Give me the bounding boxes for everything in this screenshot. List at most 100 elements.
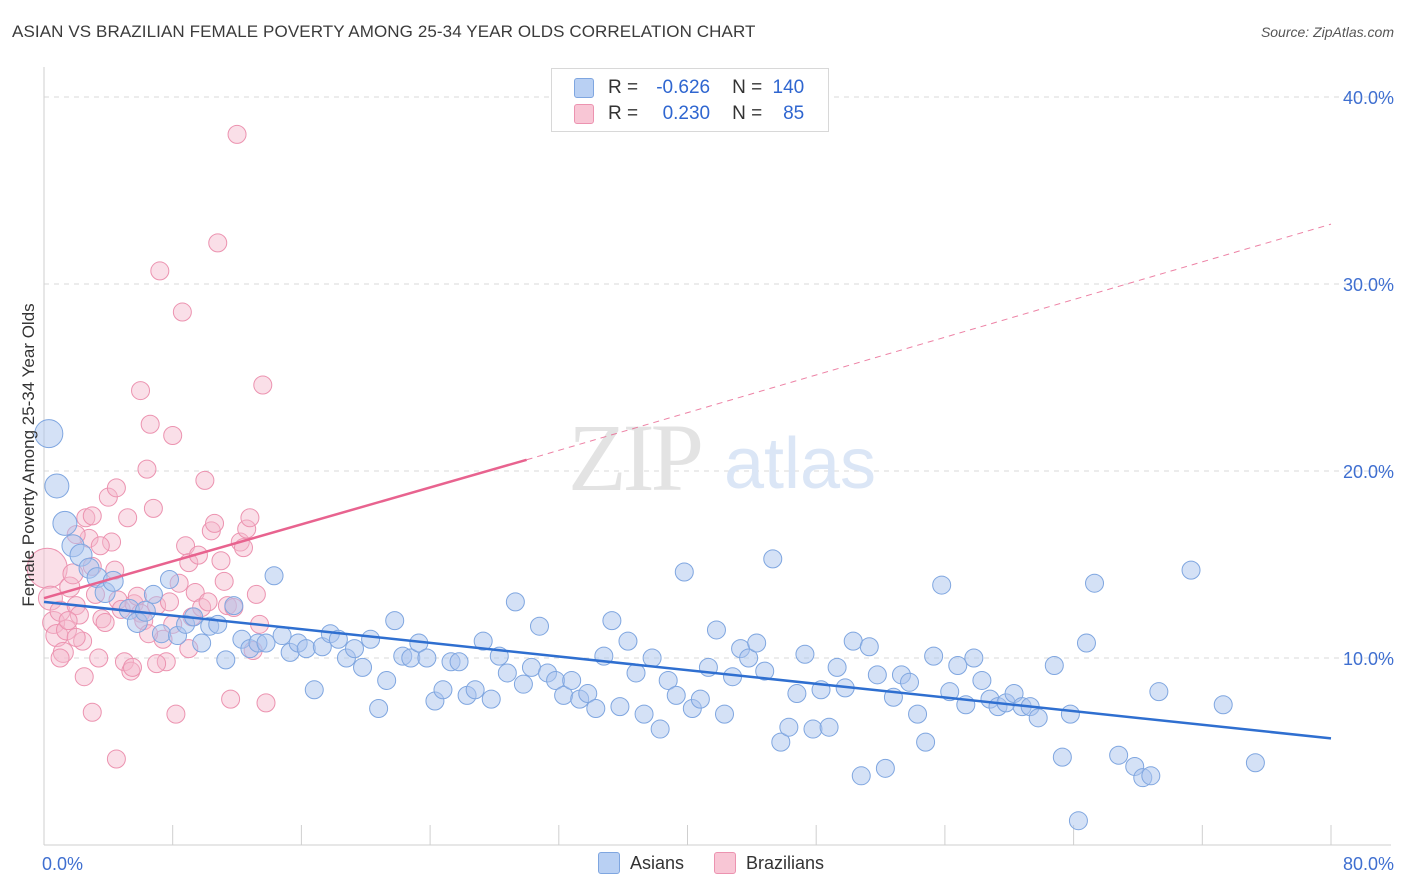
brazilian-point	[26, 547, 68, 589]
brazilian-point	[131, 381, 151, 401]
asian-point	[151, 624, 171, 644]
brazilian-point	[208, 233, 228, 253]
asian-point	[972, 670, 992, 690]
asian-point	[256, 633, 276, 653]
asian-point	[1141, 766, 1161, 786]
brazilian-point	[246, 584, 266, 604]
asian-point	[562, 670, 582, 690]
asian-point	[344, 639, 364, 659]
brazilian-point	[82, 506, 102, 526]
asian-point	[529, 616, 549, 636]
asian-point	[1109, 745, 1129, 765]
brazilian-point	[166, 704, 186, 724]
r-label: R =	[608, 103, 639, 124]
asian-trend-line	[43, 600, 1332, 740]
asian-swatch	[598, 852, 620, 874]
brazilian-point	[118, 508, 138, 528]
asian-point	[908, 704, 928, 724]
asian-point	[610, 697, 630, 717]
watermark: ZIP atlas	[568, 404, 876, 511]
asian-point	[1149, 682, 1169, 702]
asian-point	[650, 719, 670, 739]
r-value-brazilians: 0.230	[662, 103, 711, 124]
asian-point	[1044, 655, 1064, 675]
asian-point	[473, 631, 493, 651]
asian-point	[755, 661, 775, 681]
asian-point	[208, 614, 228, 634]
brazilian-point	[227, 124, 247, 144]
asian-point	[34, 419, 64, 449]
asian-point	[417, 648, 437, 668]
brazilian-point	[159, 592, 179, 612]
brazilian-point	[176, 536, 196, 556]
brazilian-point	[195, 470, 215, 490]
brazilian-point	[45, 624, 69, 648]
asian-point	[819, 717, 839, 737]
brazilian-point	[73, 631, 93, 651]
asian-point	[803, 719, 823, 739]
asian-point	[867, 665, 887, 685]
brazilian-trend-extension	[526, 223, 1332, 461]
asian-point	[586, 698, 606, 718]
brazilian-point	[42, 610, 66, 634]
asian-point	[964, 648, 984, 668]
y-tick-label: 10.0%	[1343, 649, 1394, 669]
asian-point	[449, 652, 469, 672]
legend-item-asians[interactable]: Asians	[598, 852, 684, 874]
asian-point	[192, 633, 212, 653]
brazilian-point	[172, 302, 192, 322]
asian-point	[1052, 747, 1072, 767]
brazilian-point	[74, 667, 94, 687]
n-value-asians: 140	[772, 77, 805, 98]
legend-row-asians: R = -0.626 N = 140	[574, 75, 804, 101]
brazilian-point	[237, 519, 257, 539]
asian-point	[602, 611, 622, 631]
legend-row-brazilians: R = 0.230 N = 85	[574, 101, 804, 127]
asian-point	[843, 631, 863, 651]
correlation-legend: R = -0.626 N = 140 R = 0.230 N = 85	[551, 68, 829, 132]
brazilian-point	[143, 498, 163, 518]
y-tick-label: 30.0%	[1343, 275, 1394, 295]
brazil-swatch	[574, 104, 594, 124]
x-tick-label: 80.0%	[1343, 854, 1394, 874]
brazilian-point	[50, 648, 70, 668]
asian-point	[369, 698, 389, 718]
asian-point	[296, 639, 316, 659]
asian-point	[626, 663, 646, 683]
asian-point	[304, 680, 324, 700]
asian-point	[216, 650, 236, 670]
trend-lines	[43, 223, 1332, 740]
brazilian-trend-line	[43, 458, 527, 600]
asian-point	[143, 584, 163, 604]
legend-item-brazilians[interactable]: Brazilians	[714, 852, 824, 874]
brazilian-point	[122, 657, 142, 677]
asian-point	[1076, 633, 1096, 653]
asian-point	[1181, 560, 1201, 580]
x-tick-label: 0.0%	[42, 854, 83, 874]
asian-point	[747, 633, 767, 653]
n-label: N =	[732, 77, 763, 98]
asian-point	[763, 549, 783, 569]
y-tick-label: 20.0%	[1343, 462, 1394, 482]
asian-point	[465, 680, 485, 700]
brazilian-point	[205, 513, 225, 533]
y-axis-title: Female Poverty Among 25-34 Year Olds	[19, 303, 38, 606]
brazilian-points	[26, 124, 276, 769]
asian-point	[618, 631, 638, 651]
brazilian-point	[256, 693, 276, 713]
asian-point	[795, 644, 815, 664]
asian-point	[1213, 695, 1233, 715]
asian-point	[715, 704, 735, 724]
brazilian-point	[240, 508, 260, 528]
asian-point	[44, 473, 70, 499]
asian-point	[513, 674, 533, 694]
brazilian-point	[137, 459, 157, 479]
asian-point	[634, 704, 654, 724]
asian-point	[690, 689, 710, 709]
asian-point	[851, 766, 871, 786]
asian-point	[948, 655, 968, 675]
asian-point	[1060, 704, 1080, 724]
legend-label-brazilians: Brazilians	[746, 852, 825, 873]
chart-source: Source: ZipAtlas.com	[1260, 24, 1394, 40]
